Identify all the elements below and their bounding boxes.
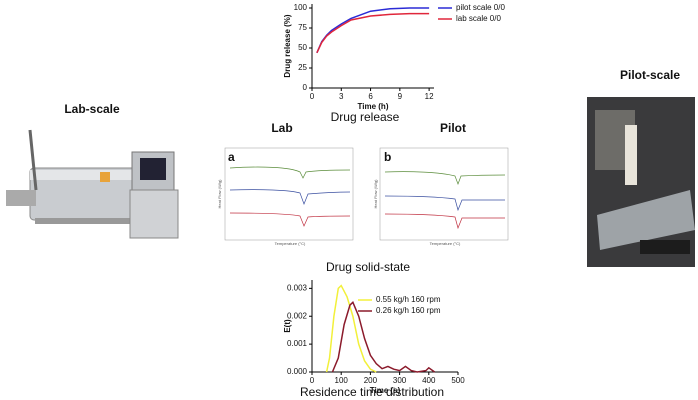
dsc-panel-b: b Temperature (°C) Heat Flow (W/g) <box>373 147 509 246</box>
legend-label: 0.26 kg/h 160 rpm <box>376 306 441 315</box>
x-tick-label: 0 <box>310 92 315 101</box>
x-tick-label: 3 <box>339 92 344 101</box>
series-line <box>325 284 377 373</box>
x-tick-label: 200 <box>364 376 378 385</box>
lab-title: Lab <box>271 121 292 135</box>
x-axis-label: Time (h) <box>358 102 389 111</box>
x-tick-label: 12 <box>425 92 434 101</box>
x-tick-label: 400 <box>422 376 436 385</box>
caption: Residence time distribution <box>300 385 444 399</box>
y-axis-label: Drug release (%) <box>283 14 292 77</box>
series-line <box>331 301 436 373</box>
x-tick-label: 500 <box>451 376 465 385</box>
x-tick-label: 100 <box>335 376 349 385</box>
pilot-scale-title: Pilot-scale <box>620 68 680 82</box>
legend-label: lab scale 0/0 <box>456 14 501 23</box>
x-tick-label: 0 <box>310 376 315 385</box>
panel-letter: a <box>228 150 235 164</box>
legend-label: pilot scale 0/0 <box>456 3 505 12</box>
axis-label: Temperature (°C) <box>275 241 306 246</box>
x-tick-label: 9 <box>398 92 403 101</box>
axis-label: Heat Flow (W/g) <box>217 179 222 209</box>
y-axis-label: E(t) <box>283 319 292 333</box>
pilot-title: Pilot <box>440 121 466 135</box>
extruder-illustration <box>6 129 179 239</box>
y-tick-label: 0.000 <box>287 367 308 376</box>
y-tick-label: 75 <box>298 23 307 32</box>
pilot-photo <box>587 97 695 267</box>
y-tick-label: 50 <box>298 43 307 52</box>
x-axis-label: Time (s) <box>370 386 401 395</box>
caption: Drug solid-state <box>326 260 410 274</box>
y-tick-label: 0.003 <box>287 283 308 292</box>
x-tick-label: 6 <box>368 92 373 101</box>
dsc-panel-a: a Temperature (°C) Heat Flow (W/g) <box>217 147 354 246</box>
legend-label: 0.55 kg/h 160 rpm <box>376 295 441 304</box>
series-line <box>316 12 430 54</box>
y-tick-label: 0 <box>303 83 308 92</box>
y-tick-label: 100 <box>294 3 308 12</box>
panel-letter: b <box>384 150 391 164</box>
y-tick-label: 25 <box>298 63 307 72</box>
caption: Drug release <box>331 110 400 124</box>
y-tick-label: 0.001 <box>287 339 308 348</box>
y-tick-label: 0.002 <box>287 311 308 320</box>
axis-label: Heat Flow (W/g) <box>373 179 378 209</box>
axis-label: Temperature (°C) <box>430 241 461 246</box>
x-tick-label: 300 <box>393 376 407 385</box>
lab-scale-title: Lab-scale <box>64 102 120 116</box>
